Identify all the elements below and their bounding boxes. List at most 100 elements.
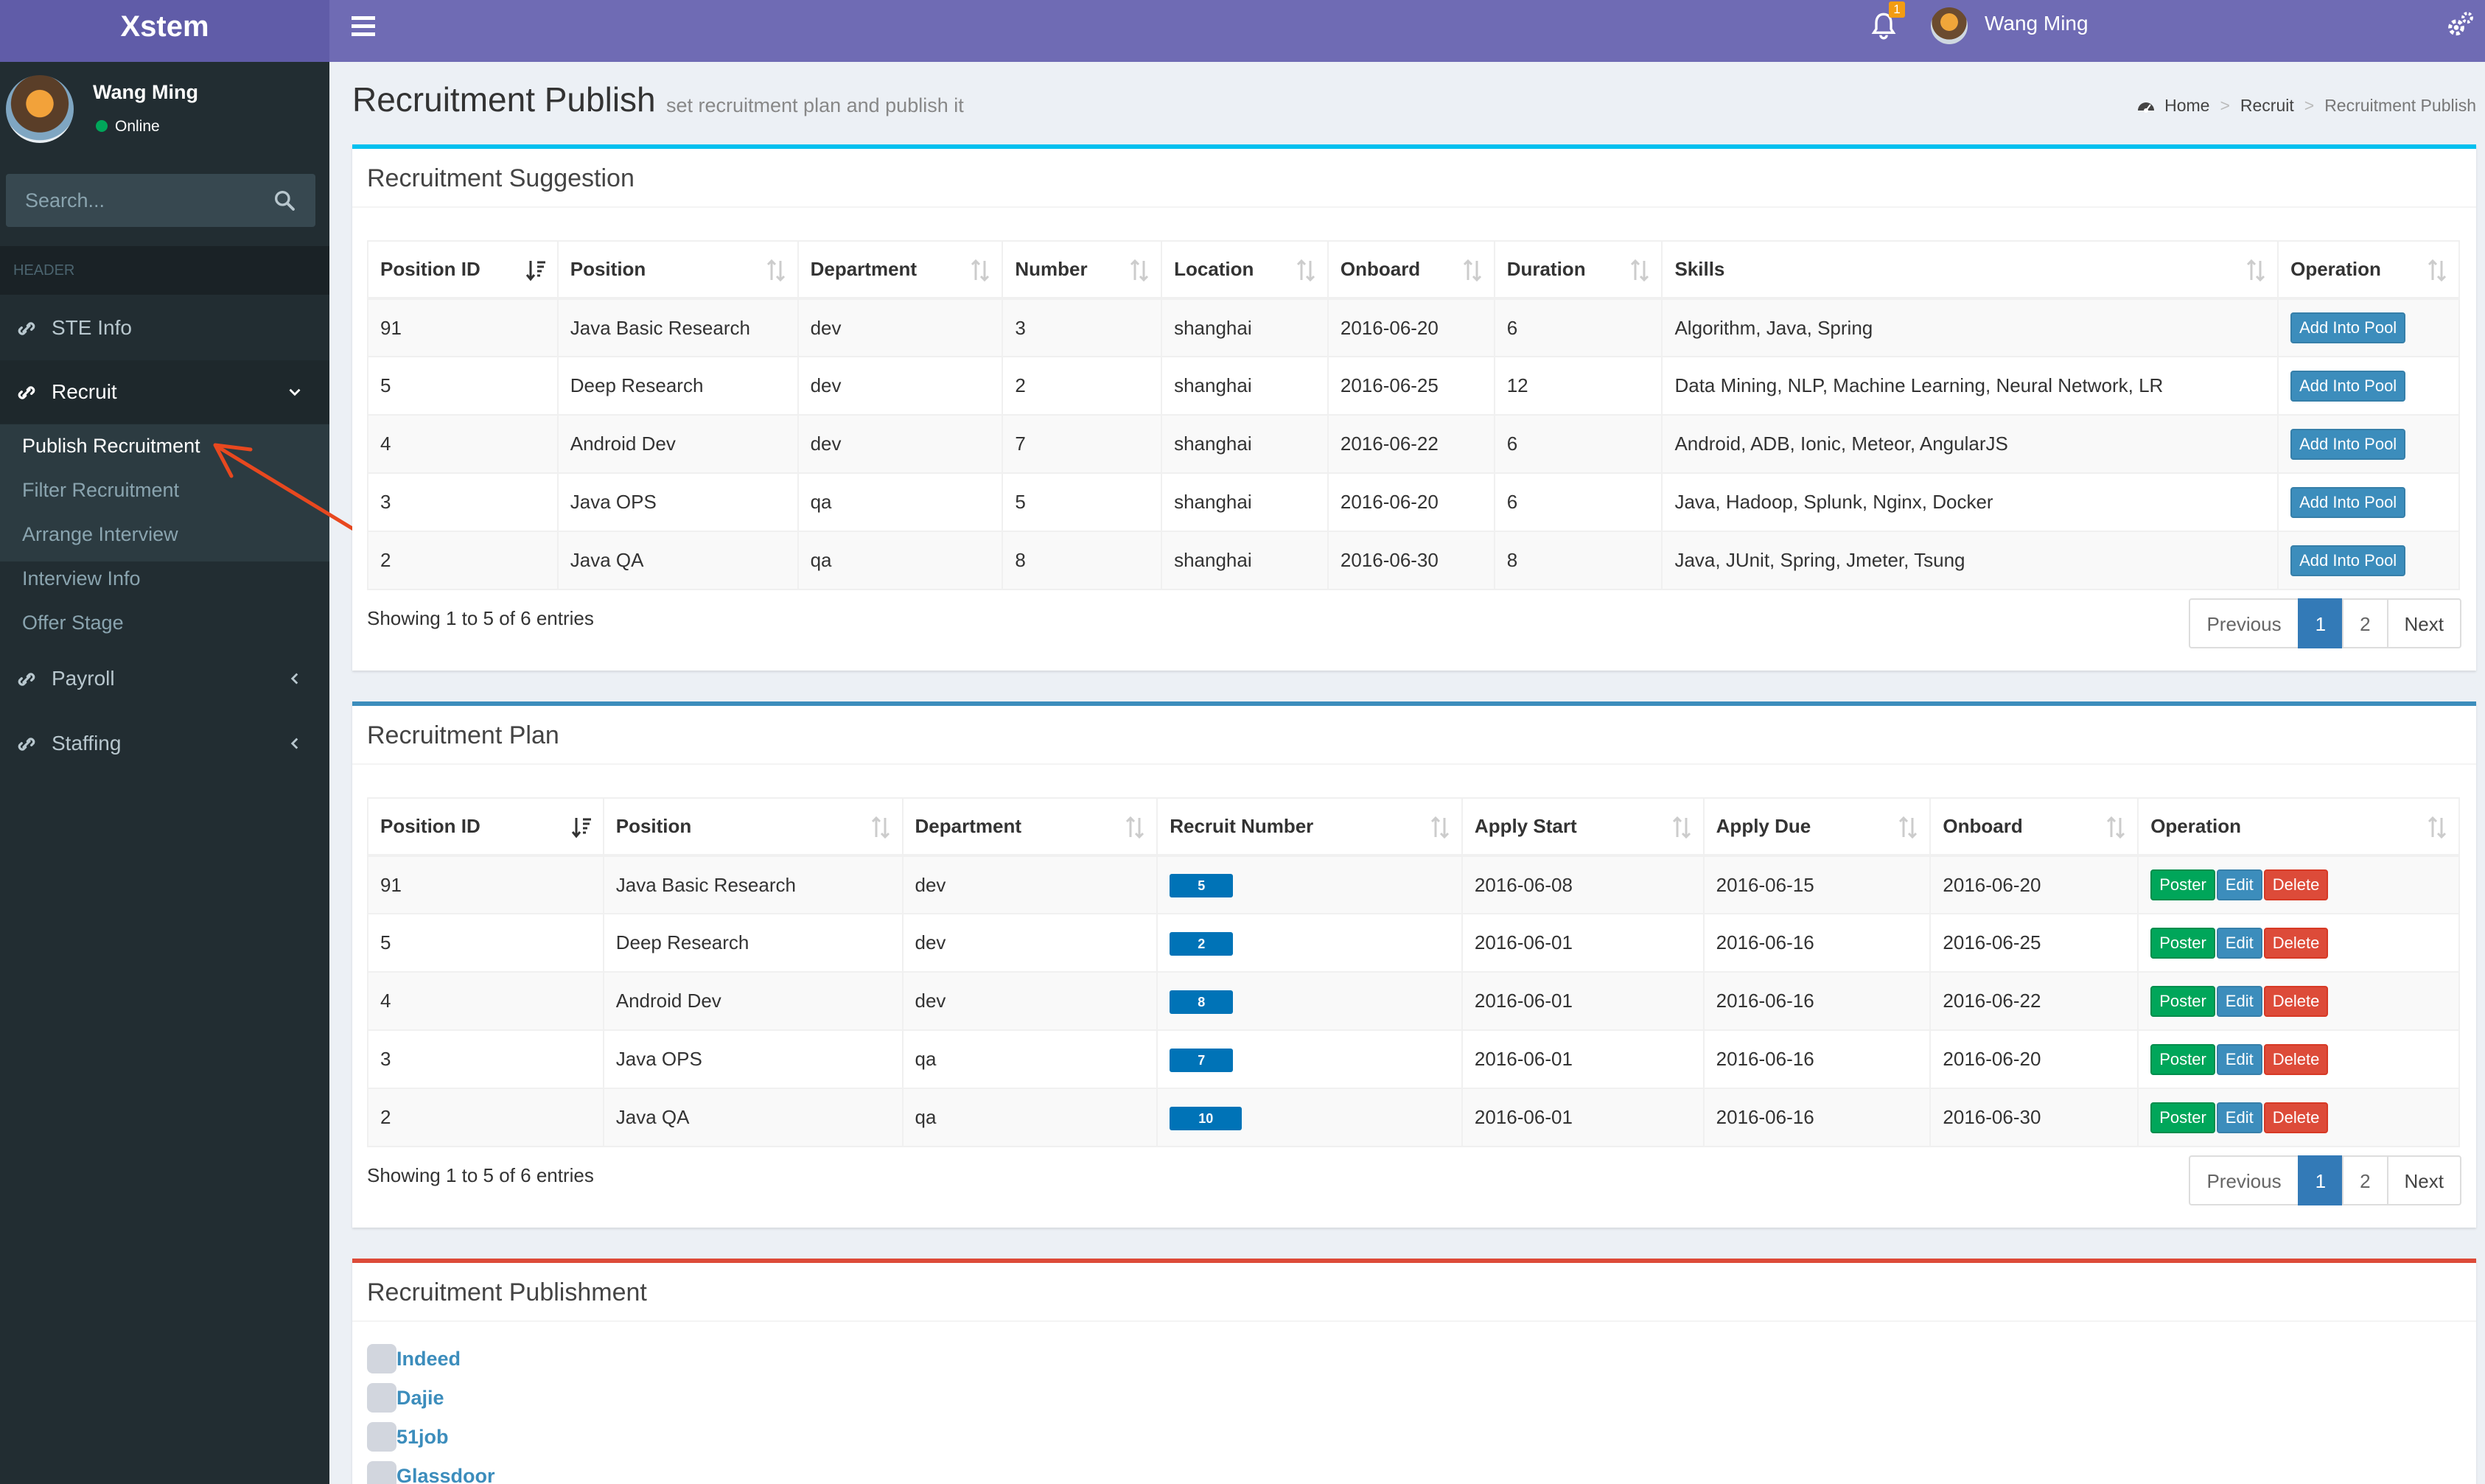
col-position[interactable]: Position (556, 240, 799, 300)
cell-operation: Add Into Pool (2277, 356, 2460, 416)
col-skills[interactable]: Skills (1661, 240, 2279, 300)
chevron-left-icon (290, 673, 298, 685)
poster-button[interactable]: Poster (2150, 1102, 2215, 1133)
col-recruit-number[interactable]: Recruit Number (1156, 797, 1463, 857)
submenu-interview-info[interactable]: Interview Info (22, 567, 141, 589)
site-label[interactable]: Glassdoor (396, 1464, 495, 1484)
col-onboard[interactable]: Onboard (1327, 240, 1495, 300)
publish-site-item[interactable]: Dajie (367, 1383, 444, 1413)
delete-button[interactable]: Delete (2263, 1102, 2329, 1133)
cell-apply-due: 2016-06-16 (1702, 913, 1932, 973)
site-checkbox[interactable] (367, 1461, 396, 1484)
table-row: 91 Java Basic Research dev 3 shanghai 20… (367, 298, 2460, 357)
cell-onboard: 2016-06-20 (1929, 1029, 2139, 1089)
pagination-next[interactable]: Next (2386, 1155, 2461, 1205)
delete-button[interactable]: Delete (2263, 985, 2329, 1017)
site-label[interactable]: Indeed (396, 1347, 461, 1370)
sidebar-item-recruit[interactable]: Recruit (0, 360, 329, 424)
cell-department: dev (901, 971, 1158, 1031)
publish-site-item[interactable]: 51job (367, 1422, 449, 1452)
notification-bell-icon[interactable] (1869, 10, 1898, 43)
col-onboard[interactable]: Onboard (1929, 797, 2139, 857)
recruit-number-bar: 7 (1170, 1048, 1234, 1072)
delete-button[interactable]: Delete (2263, 1043, 2329, 1075)
cell-recruit-number: 10 (1156, 1088, 1463, 1147)
menu-toggle-icon[interactable] (352, 16, 375, 37)
edit-button[interactable]: Edit (2216, 1043, 2262, 1075)
delete-button[interactable]: Delete (2263, 869, 2329, 900)
poster-button[interactable]: Poster (2150, 927, 2215, 959)
col-position-id[interactable]: Position ID (367, 797, 604, 857)
delete-button[interactable]: Delete (2263, 927, 2329, 959)
pagination-page-1[interactable]: 1 (2297, 598, 2344, 648)
edit-button[interactable]: Edit (2216, 985, 2262, 1017)
search-icon[interactable] (273, 189, 296, 212)
col-apply-due[interactable]: Apply Due (1702, 797, 1932, 857)
col-location[interactable]: Location (1161, 240, 1329, 300)
publish-site-item[interactable]: Glassdoor (367, 1461, 495, 1484)
cell-duration: 8 (1493, 531, 1663, 590)
site-checkbox[interactable] (367, 1383, 396, 1413)
breadcrumb-home[interactable]: Home (2164, 96, 2210, 115)
breadcrumb-current: Recruitment Publish (2324, 96, 2476, 115)
col-position[interactable]: Position (602, 797, 904, 857)
poster-button[interactable]: Poster (2150, 985, 2215, 1017)
table-row: 4 Android Dev dev 8 2016-06-01 2016-06-1… (367, 971, 2460, 1031)
col-position-id[interactable]: Position ID (367, 240, 559, 300)
site-label[interactable]: Dajie (396, 1386, 444, 1409)
sidebar-search-input[interactable] (6, 174, 256, 227)
page-title: Recruitment Publish (352, 80, 656, 119)
recruit-submenu: Publish Recruitment Filter Recruitment A… (0, 424, 329, 634)
site-checkbox[interactable] (367, 1344, 396, 1373)
app-logo[interactable]: Xstem (0, 0, 329, 62)
edit-button[interactable]: Edit (2216, 927, 2262, 959)
top-user-name[interactable]: Wang Ming (1985, 12, 2089, 35)
cell-recruit-number: 2 (1156, 913, 1463, 973)
publish-site-item[interactable]: Indeed (367, 1344, 461, 1373)
submenu-publish-recruitment[interactable]: Publish Recruitment (22, 435, 200, 457)
pagination-page-2[interactable]: 2 (2342, 598, 2388, 648)
cell-operation: Add Into Pool (2277, 531, 2460, 590)
recruit-number-bar: 5 (1170, 874, 1234, 897)
col-apply-start[interactable]: Apply Start (1461, 797, 1705, 857)
column-label: Apply Start (1474, 815, 1577, 837)
sidebar-item-ste-info[interactable]: STE Info (0, 296, 329, 360)
top-user-avatar[interactable] (1931, 7, 1968, 44)
add-into-pool-button[interactable]: Add Into Pool (2290, 486, 2406, 518)
col-operation[interactable]: Operation (2137, 797, 2460, 857)
pagination-page-1[interactable]: 1 (2297, 1155, 2344, 1205)
site-checkbox[interactable] (367, 1422, 396, 1452)
site-label[interactable]: 51job (396, 1425, 449, 1448)
add-into-pool-button[interactable]: Add Into Pool (2290, 370, 2406, 402)
cell-operation: Add Into Pool (2277, 414, 2460, 474)
col-number[interactable]: Number (1002, 240, 1163, 300)
sidebar-item-staffing[interactable]: Staffing (0, 712, 329, 775)
pagination-previous[interactable]: Previous (2189, 598, 2299, 648)
pagination-previous[interactable]: Previous (2189, 1155, 2299, 1205)
add-into-pool-button[interactable]: Add Into Pool (2290, 428, 2406, 460)
poster-button[interactable]: Poster (2150, 869, 2215, 900)
settings-gears-icon[interactable] (2445, 9, 2475, 41)
cell-skills: Java, JUnit, Spring, Jmeter, Tsung (1661, 531, 2279, 590)
pagination-page-2[interactable]: 2 (2342, 1155, 2388, 1205)
col-duration[interactable]: Duration (1493, 240, 1663, 300)
col-department[interactable]: Department (901, 797, 1158, 857)
submenu-filter-recruitment[interactable]: Filter Recruitment (22, 479, 180, 501)
breadcrumb-recruit[interactable]: Recruit (2240, 96, 2294, 115)
column-label: Location (1174, 258, 1254, 280)
edit-button[interactable]: Edit (2216, 869, 2262, 900)
submenu-offer-stage[interactable]: Offer Stage (22, 612, 124, 634)
poster-button[interactable]: Poster (2150, 1043, 2215, 1075)
cell-position-id: 5 (367, 913, 604, 973)
col-department[interactable]: Department (797, 240, 1004, 300)
add-into-pool-button[interactable]: Add Into Pool (2290, 312, 2406, 343)
sidebar-item-payroll[interactable]: Payroll (0, 647, 329, 710)
chevron-left-icon (290, 738, 298, 749)
add-into-pool-button[interactable]: Add Into Pool (2290, 545, 2406, 576)
cell-number: 5 (1002, 472, 1163, 532)
column-label: Number (1015, 258, 1088, 280)
col-operation[interactable]: Operation (2277, 240, 2460, 300)
pagination-next[interactable]: Next (2386, 598, 2461, 648)
submenu-arrange-interview[interactable]: Arrange Interview (22, 523, 178, 545)
edit-button[interactable]: Edit (2216, 1102, 2262, 1133)
